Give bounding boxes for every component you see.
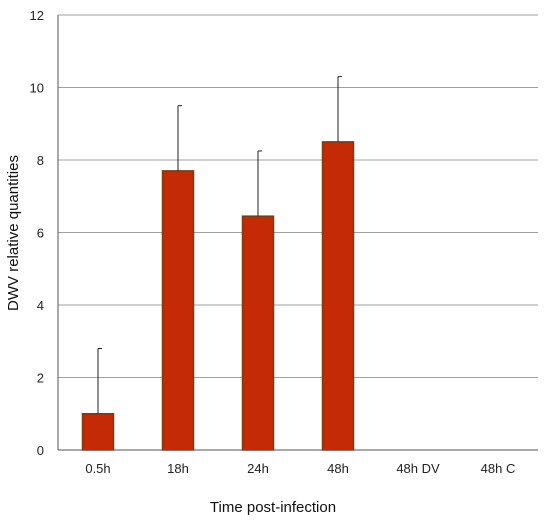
x-tick-label: 24h: [247, 461, 269, 476]
error-bars: [97, 76, 342, 414]
y-tick-label: 2: [37, 371, 44, 386]
y-tick-labels: 0 2 4 6 8 10 12: [30, 8, 44, 458]
x-tick-labels: 0.5h 18h 24h 48h 48h DV 48h C: [85, 461, 515, 476]
y-tick-label: 12: [30, 8, 44, 23]
y-axis-title: DWV relative quantities: [5, 155, 22, 311]
x-tick-label: 48h DV: [396, 461, 440, 476]
axes: [57, 15, 538, 451]
x-tick-label: 48h C: [481, 461, 516, 476]
x-tick-label: 18h: [167, 461, 189, 476]
y-tick-label: 6: [37, 226, 44, 241]
y-tick-label: 8: [37, 153, 44, 168]
x-tick-label: 0.5h: [85, 461, 110, 476]
x-axis-title: Time post-infection: [210, 499, 336, 516]
bar: [321, 141, 355, 451]
y-tick-label: 0: [37, 443, 44, 458]
bars: [81, 141, 355, 451]
bar: [81, 413, 115, 451]
bar: [241, 215, 275, 451]
y-tick-label: 10: [30, 81, 44, 96]
x-tick-label: 48h: [327, 461, 349, 476]
bar: [161, 170, 195, 451]
y-tick-label: 4: [37, 298, 44, 313]
gridlines: [58, 14, 538, 378]
